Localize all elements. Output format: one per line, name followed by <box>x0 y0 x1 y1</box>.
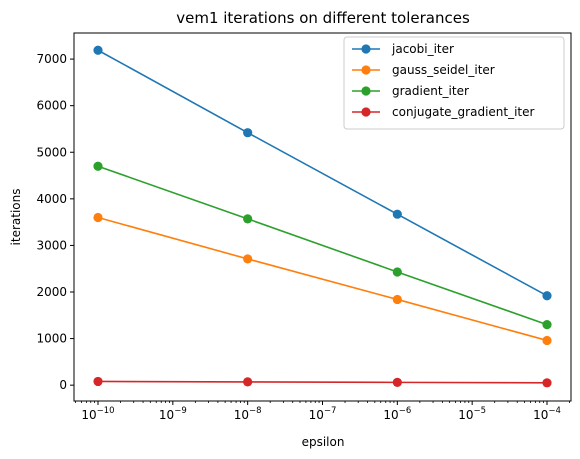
legend-box <box>343 36 565 130</box>
data-point <box>93 212 103 223</box>
data-point <box>542 378 552 388</box>
x-tick-label: 10−8 <box>234 406 262 422</box>
x-tick-label: 10−9 <box>159 406 187 422</box>
series-line <box>97 216 548 342</box>
x-axis-label: epsilon <box>302 435 345 449</box>
series-line <box>97 380 548 384</box>
legend-entry: jacobi_iter <box>352 42 454 56</box>
data-point <box>392 294 402 305</box>
legend-label: gradient_iter <box>392 84 469 98</box>
data-point <box>392 209 402 219</box>
y-tick-label: 7000 <box>36 52 67 66</box>
series-gradient_iter <box>93 161 552 330</box>
data-point <box>93 376 103 387</box>
series-conjugate_gradient_iter <box>93 376 552 388</box>
y-tick-label: 3000 <box>36 238 67 252</box>
legend-entry: conjugate_gradient_iter <box>352 105 535 119</box>
data-point <box>542 320 552 330</box>
data-point <box>542 335 552 346</box>
y-tick-label: 1000 <box>36 332 67 346</box>
y-axis-label: iterations <box>9 189 23 246</box>
legend-label: gauss_seidel_iter <box>392 63 495 77</box>
y-tick-label: 5000 <box>36 145 67 159</box>
legend-label: conjugate_gradient_iter <box>392 105 535 119</box>
series-line <box>97 165 548 326</box>
data-point <box>243 214 253 224</box>
y-tick-label: 4000 <box>36 192 67 206</box>
y-tick-label: 0 <box>59 378 67 392</box>
legend-label: jacobi_iter <box>391 42 454 56</box>
series-jacobi_iter <box>93 45 552 301</box>
legend-marker <box>361 107 371 117</box>
data-point <box>542 291 552 301</box>
series-line <box>97 49 548 297</box>
legend: jacobi_iter gauss_seidel_iter gradient_ite… <box>343 36 565 130</box>
series-gauss_seidel_iter <box>93 212 552 346</box>
legend-entry: gauss_seidel_iter <box>352 63 495 77</box>
y-tick-label: 6000 <box>36 99 67 113</box>
x-tick-label: 10−6 <box>383 406 411 422</box>
x-tick-label: 10−7 <box>309 406 337 422</box>
data-point <box>392 377 402 387</box>
legend-entry: gradient_iter <box>352 84 469 98</box>
data-point <box>392 267 402 277</box>
data-point <box>243 254 253 264</box>
x-tick-label: 10−4 <box>533 406 561 422</box>
data-point <box>93 45 103 55</box>
x-tick-label: 10−10 <box>81 406 114 422</box>
x-tick-label: 10−5 <box>458 406 486 422</box>
legend-marker <box>361 65 371 75</box>
chart-title: vem1 iterations on different tolerances <box>176 9 470 27</box>
data-point <box>243 128 253 138</box>
y-tick-label: 2000 <box>36 285 67 299</box>
legend-marker <box>361 44 371 54</box>
legend-marker <box>361 86 371 96</box>
data-point <box>93 161 103 171</box>
data-point <box>243 377 253 387</box>
